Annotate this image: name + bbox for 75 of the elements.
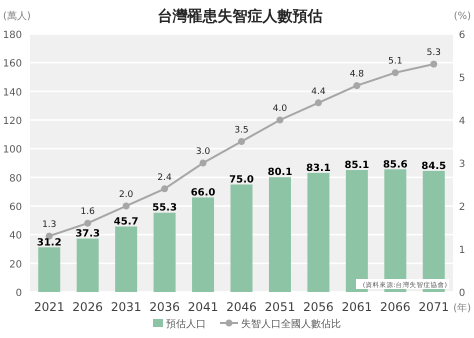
y-tick-label: 100	[2, 144, 22, 156]
data-label: 3.0	[196, 147, 210, 157]
y-tick-label: 60	[9, 202, 22, 213]
bar	[192, 197, 214, 292]
data-label: 84.5	[421, 160, 446, 172]
point	[314, 99, 322, 106]
data-label: 45.7	[114, 216, 139, 228]
y-axis-title: (萬人)	[3, 10, 31, 22]
data-label: 1.3	[42, 220, 56, 230]
y2-tick-label: 3	[458, 159, 466, 170]
bar	[422, 170, 445, 292]
data-label: 4.8	[350, 70, 364, 80]
y-tick-label: 0	[16, 288, 22, 299]
data-label: 85.6	[382, 159, 408, 170]
bar	[268, 177, 291, 292]
data-label: 75.0	[229, 174, 254, 186]
data-label: 2.4	[157, 172, 172, 183]
point	[238, 138, 245, 145]
y-tick-label: 160	[2, 58, 22, 70]
y2-tick-label: 1	[458, 245, 466, 256]
y2-tick-label: 2	[458, 202, 466, 213]
y-tick-label: 120	[2, 116, 22, 127]
data-label: 83.1	[306, 162, 331, 174]
chart-title: 台灣罹患失智症人數預估	[158, 7, 322, 25]
y2-tick-label: 0	[458, 288, 466, 299]
y-tick-label: 40	[9, 230, 22, 242]
y-tick-label: 20	[9, 259, 22, 270]
x-tick-label: 2021	[34, 300, 64, 314]
legend-label: 預估人口	[166, 319, 206, 330]
bar	[38, 247, 60, 292]
data-label: 80.1	[268, 167, 292, 178]
point	[200, 160, 207, 166]
legend-label: 失智人口全國人數佔比	[241, 318, 341, 330]
x-tick-label: 2026	[72, 300, 103, 314]
x-tick-label: 2061	[342, 300, 372, 314]
x-tick-label: 2056	[303, 300, 334, 314]
data-label: 37.3	[75, 228, 100, 240]
data-label: 5.3	[426, 48, 441, 58]
data-label: 2.0	[118, 190, 134, 200]
point	[353, 82, 360, 90]
x-tick-label: 2041	[188, 300, 218, 314]
y-tick-label: 140	[2, 87, 22, 98]
bar	[154, 212, 176, 292]
data-label: 85.1	[344, 160, 370, 172]
x-tick-label: 2046	[226, 300, 257, 314]
y2-tick-label: 4	[458, 116, 466, 127]
point	[84, 220, 92, 227]
x-tick-label: 2071	[418, 300, 450, 314]
y-tick-label: 80	[9, 173, 22, 184]
x-tick-label: 2066	[380, 300, 411, 314]
point	[276, 116, 284, 124]
bar	[115, 226, 138, 292]
data-label: 4.0	[272, 104, 288, 114]
bar	[76, 238, 99, 292]
point	[161, 185, 168, 192]
point	[392, 69, 399, 76]
y-tick-label: 180	[2, 30, 22, 41]
data-label: 1.6	[80, 207, 96, 218]
data-label: 31.2	[36, 237, 62, 248]
data-label: 3.5	[234, 126, 249, 136]
data-label: 66.0	[190, 187, 216, 198]
point	[122, 202, 130, 210]
y2-axis-title: (%)	[454, 11, 472, 22]
x-tick-label: 2031	[110, 300, 142, 314]
y2-tick-label: 5	[458, 73, 466, 84]
y2-tick-label: 6	[458, 30, 466, 41]
x-axis-title: (年)	[453, 302, 472, 314]
x-tick-label: 2051	[264, 300, 296, 314]
point	[430, 60, 438, 68]
bar	[307, 172, 330, 292]
data-label: 55.3	[152, 202, 177, 214]
bar	[230, 184, 252, 292]
data-label: 4.4	[311, 86, 326, 97]
data-label: 5.1	[388, 56, 402, 67]
x-tick-label: 2036	[149, 300, 180, 314]
